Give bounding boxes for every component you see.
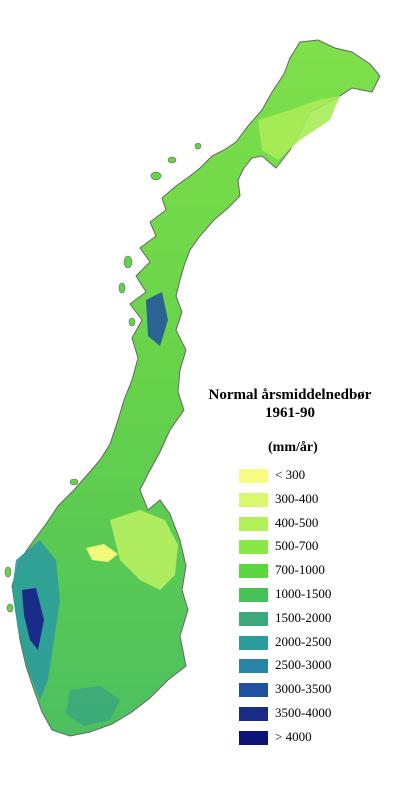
legend-label: 2500-3000 xyxy=(275,657,332,673)
nordland-wet-zone xyxy=(146,292,168,346)
south-wet-zone xyxy=(66,686,120,726)
legend-label: 400-500 xyxy=(275,514,319,530)
legend-label: 1000-1500 xyxy=(275,585,332,601)
coastal-islands xyxy=(4,142,202,613)
inland-dry-zone xyxy=(110,510,178,590)
legend-swatch xyxy=(239,730,268,745)
legend-swatch xyxy=(239,492,268,507)
legend-swatch xyxy=(239,706,268,721)
legend-swatch xyxy=(239,683,268,698)
legend-label: > 4000 xyxy=(275,728,312,744)
legend-label: 3500-4000 xyxy=(275,704,332,720)
legend-label: 3000-3500 xyxy=(275,681,332,697)
legend-swatch xyxy=(239,611,268,626)
legend-unit: (mm/år) xyxy=(268,440,318,455)
legend-swatch xyxy=(239,635,268,650)
legend-swatch xyxy=(239,587,268,602)
legend-swatch xyxy=(239,564,268,579)
legend-swatch xyxy=(239,469,268,483)
legend-label: 1500-2000 xyxy=(275,609,332,625)
inland-yellow-zone xyxy=(86,544,118,562)
legend-label: 2000-2500 xyxy=(275,633,332,649)
map-title: Normal årsmiddelnedbør xyxy=(208,387,372,403)
legend-swatch xyxy=(239,540,268,555)
finnmark-dry-zone xyxy=(258,96,340,160)
legend-swatch xyxy=(239,516,268,531)
west-coast-very-wet-zone xyxy=(22,588,44,650)
legend-label: 500-700 xyxy=(275,538,319,554)
map-period: 1961-90 xyxy=(265,405,315,421)
legend-label: 700-1000 xyxy=(275,562,325,578)
legend-label: < 300 xyxy=(275,467,306,482)
norway-landmass xyxy=(11,39,381,737)
legend-swatch xyxy=(239,659,268,674)
legend-label: 300-400 xyxy=(275,490,319,506)
